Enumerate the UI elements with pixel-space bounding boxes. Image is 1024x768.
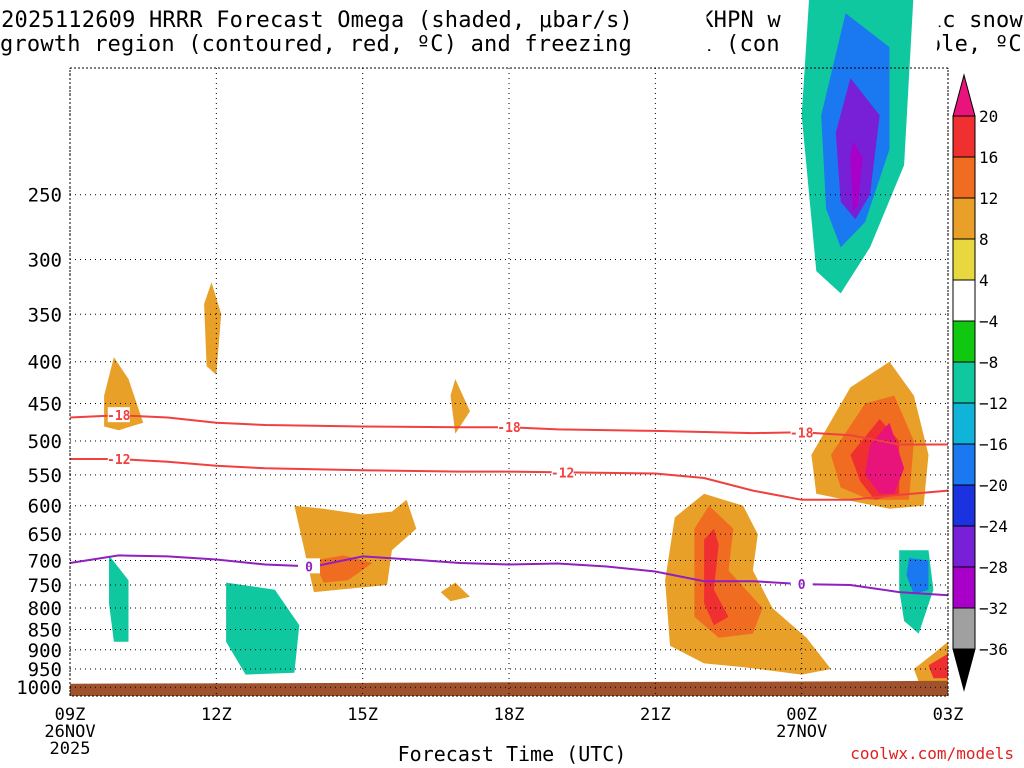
y-tick-label: 850 — [28, 619, 62, 641]
omega-area-negative — [226, 582, 300, 675]
omega-area-positive — [440, 582, 470, 602]
omega-shading — [94, 0, 948, 682]
colorbar-label: −4 — [979, 312, 998, 331]
omega-area-positive — [294, 499, 417, 593]
omega-area-negative — [787, 505, 831, 539]
omega-area-positive — [928, 653, 948, 679]
colorbar-label: −36 — [979, 640, 1008, 659]
colorbar-label: 20 — [979, 107, 998, 126]
omega-area-negative — [509, 0, 797, 412]
x-tick-date: 26NOV — [44, 722, 95, 742]
contour-lines: -18 -18 -18 -12 -12 0 0 — [69, 407, 949, 597]
y-tick-label: 950 — [28, 659, 62, 681]
colorbar-swatch — [952, 279, 976, 322]
colorbar-swatch — [952, 320, 976, 363]
y-tick-label: 300 — [28, 249, 62, 271]
contour-label-bg — [790, 424, 813, 440]
y-tick-label: 700 — [28, 551, 62, 573]
omega-area-positive — [704, 528, 729, 626]
contour-label-bg — [107, 407, 130, 423]
x-tick-label: 15Z — [347, 705, 378, 725]
omega-area-negative — [109, 555, 129, 642]
y-tick-label: 400 — [28, 352, 62, 374]
omega-area-negative — [352, 106, 407, 223]
omega-area-positive — [450, 379, 470, 434]
contour-label-bg — [498, 419, 520, 435]
contour-label-bg — [107, 450, 130, 466]
omega-area-negative — [599, 454, 609, 590]
omega-area-positive — [313, 555, 373, 583]
colorbar-label: −32 — [979, 599, 1008, 618]
credit-link[interactable]: coolwx.com/models — [850, 744, 1014, 763]
colorbar: 20 16 12 8 4 −4 −8 −12 −16 −20 −24 −28 −32 −36 — [952, 73, 1008, 692]
colorbar-swatch — [952, 115, 976, 158]
y-tick-label: 900 — [28, 640, 62, 662]
colorbar-label: 12 — [979, 189, 998, 208]
y-tick-label: 550 — [28, 465, 62, 487]
contour-label-bg — [551, 464, 574, 480]
y-tick-label: 600 — [28, 496, 62, 518]
contour-label-bg — [298, 558, 321, 574]
x-tick-date: 27NOV — [776, 722, 827, 742]
colorbar-swatch — [952, 566, 976, 609]
colorbar-arrow-bottom — [952, 648, 976, 692]
colorbar-swatch — [952, 484, 976, 527]
axes: 2503003504004505005506006507007508008509… — [16, 67, 964, 759]
x-tick-label: 09Z — [55, 705, 86, 725]
omega-area-positive — [204, 282, 222, 375]
x-tick-label: 21Z — [640, 705, 671, 725]
y-tick-label: 350 — [28, 304, 62, 326]
colorbar-swatch — [952, 607, 976, 650]
colorbar-swatch — [952, 156, 976, 199]
colorbar-label: −24 — [979, 517, 1008, 536]
x-tick-label: 12Z — [201, 705, 232, 725]
colorbar-arrow-top — [952, 73, 976, 117]
x-tick-label: 03Z — [933, 705, 964, 725]
dgz-label: -18 — [107, 409, 131, 424]
y-tick-label: 800 — [28, 598, 62, 620]
x-tick-label: 00Z — [786, 705, 817, 725]
y-tick-label: 750 — [28, 575, 62, 597]
colorbar-swatch — [952, 238, 976, 281]
freezing-level-label: 0 — [305, 560, 313, 575]
y-tick-label: 650 — [28, 524, 62, 546]
y-tick-label: 450 — [28, 394, 62, 416]
x-tick-label: 18Z — [494, 705, 525, 725]
colorbar-label: −20 — [979, 476, 1008, 495]
plot-frame — [69, 67, 949, 697]
colorbar-swatch — [952, 361, 976, 404]
y-tick-label: 500 — [28, 431, 62, 453]
y-tick-label: 1000 — [16, 677, 62, 699]
colorbar-label: 8 — [979, 230, 989, 249]
colorbar-label: −28 — [979, 558, 1008, 577]
omega-area-negative — [850, 141, 863, 212]
omega-area-negative — [835, 78, 880, 220]
dgz-label: -12 — [551, 466, 574, 481]
colorbar-label: 16 — [979, 148, 998, 167]
omega-area-negative — [906, 558, 929, 595]
colorbar-swatch — [952, 197, 976, 240]
colorbar-label: −8 — [979, 353, 998, 372]
colorbar-swatch — [952, 443, 976, 486]
colorbar-swatch — [952, 525, 976, 568]
dgz-label: -12 — [107, 453, 130, 468]
freezing-level-label: 0 — [798, 578, 806, 593]
colorbar-label: 4 — [979, 271, 989, 290]
dgz-label: -18 — [497, 421, 521, 436]
colorbar-label: −12 — [979, 394, 1008, 413]
x-axis-title: Forecast Time (UTC) — [397, 742, 627, 766]
y-tick-label: 250 — [28, 185, 62, 207]
colorbar-swatch — [952, 402, 976, 445]
dgz-label: -18 — [790, 426, 814, 441]
colorbar-label: −16 — [979, 435, 1008, 454]
x-tick-year: 2025 — [50, 739, 91, 759]
contour-label-bg — [790, 576, 813, 592]
